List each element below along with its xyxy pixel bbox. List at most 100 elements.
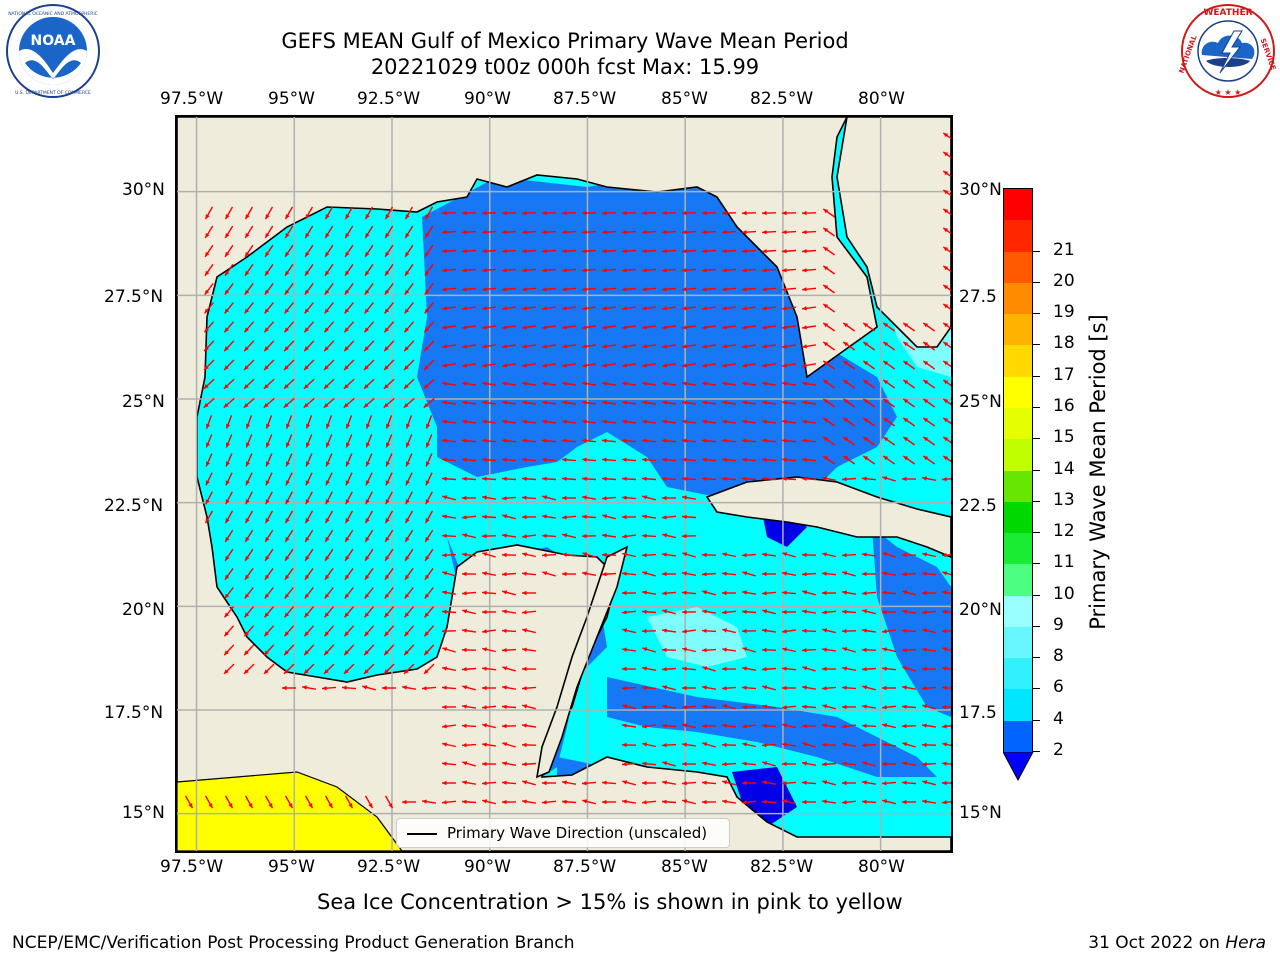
wave-direction-arrowhead: [782, 647, 787, 652]
wave-direction-arrowhead: [284, 327, 289, 333]
wave-direction-arrowhead: [682, 571, 687, 576]
wave-direction-arrowhead: [285, 480, 290, 486]
wave-direction-arrowhead: [502, 723, 507, 729]
wave-direction-arrowhead: [562, 287, 567, 292]
wave-direction-arrowhead: [266, 442, 271, 448]
wave-direction-arrowhead: [425, 233, 430, 238]
wave-direction-arrowhead: [388, 803, 393, 809]
wave-direction-arrowhead: [622, 647, 627, 652]
wave-direction-arrowhead: [405, 251, 410, 257]
colorbar-tick-label: 20: [1053, 270, 1075, 291]
wave-direction-arrowhead: [702, 666, 708, 671]
wave-direction-arrowhead: [782, 419, 787, 424]
wave-direction-arrowhead: [462, 685, 468, 690]
wave-direction-arrowhead: [245, 518, 250, 524]
wave-direction-arrowhead: [702, 210, 707, 216]
wave-direction-arrowhead: [642, 571, 648, 576]
wave-direction-arrowhead: [283, 403, 289, 408]
wave-direction-arrowhead: [462, 495, 467, 501]
wave-direction-arrowhead: [384, 365, 389, 370]
wave-direction-arrowhead: [442, 761, 447, 766]
wave-direction-arrowhead: [344, 650, 349, 656]
wave-direction-arrowhead: [662, 363, 667, 368]
wave-direction-arrowhead: [863, 437, 869, 442]
wave-direction-arrowhead: [345, 518, 350, 524]
wave-direction-arrowhead: [363, 384, 369, 389]
wave-direction-arrowhead: [522, 363, 527, 368]
wave-direction-arrowhead: [462, 723, 467, 728]
colorbar-tick-label: 21: [1053, 239, 1075, 260]
wave-direction-arrowhead: [425, 270, 430, 276]
wave-direction-arrowhead: [822, 552, 827, 557]
wave-direction-arrowhead: [943, 209, 949, 214]
wave-direction-arrowhead: [682, 723, 688, 728]
wave-direction-arrowhead: [384, 308, 390, 314]
wave-direction-arrowhead: [722, 381, 727, 386]
wave-direction-arrowhead: [702, 325, 707, 330]
wave-direction-arrowhead: [842, 647, 848, 652]
wave-direction-arrowhead: [204, 346, 209, 352]
wave-direction-arrowhead: [442, 533, 447, 538]
wave-direction-arrowhead: [662, 743, 667, 748]
colorbar-segment: [1004, 252, 1032, 283]
wave-direction-arrowhead: [502, 780, 507, 785]
wave-direction-arrowhead: [542, 553, 547, 558]
wave-direction-arrowhead: [482, 666, 487, 671]
wave-direction-arrowhead: [264, 593, 270, 599]
wave-direction-arrows: [184, 132, 951, 809]
wave-direction-arrowhead: [426, 423, 431, 429]
wave-direction-arrowhead: [203, 403, 209, 408]
wave-direction-arrowhead: [482, 381, 487, 386]
wave-direction-arrowhead: [762, 344, 767, 349]
wave-direction-arrowhead: [502, 249, 507, 254]
wave-direction-arrowhead: [843, 399, 849, 404]
lat-label-left-0: 30°N: [122, 180, 165, 200]
wave-direction-arrowhead: [285, 518, 290, 524]
wave-direction-arrowhead: [284, 346, 289, 352]
wave-direction-arrowhead: [344, 308, 350, 314]
colorbar-segment: [1004, 689, 1032, 721]
wave-direction-arrowhead: [226, 423, 231, 429]
wave-direction-arrowhead: [562, 799, 567, 804]
wave-direction-arrowhead: [842, 666, 847, 671]
wave-direction-arrowhead: [903, 399, 909, 404]
wave-direction-arrowhead: [364, 289, 370, 295]
lat-label-right-2: 25°N: [959, 392, 1002, 412]
wave-direction-arrowhead: [305, 214, 310, 220]
wave-direction-arrowhead: [943, 190, 949, 195]
wave-direction-arrowhead: [205, 270, 210, 276]
wave-direction-arrowhead: [304, 612, 310, 618]
wave-direction-arrowhead: [882, 647, 887, 652]
wave-direction-arrowhead: [582, 344, 587, 349]
wave-direction-arrowhead: [802, 780, 807, 785]
wave-direction-arrowhead: [742, 571, 748, 576]
wave-direction-arrowhead: [305, 499, 310, 505]
wave-direction-arrowhead: [902, 685, 907, 690]
wave-direction-arrowhead: [722, 457, 727, 462]
wave-direction-arrowhead: [682, 647, 687, 652]
wave-direction-arrowhead: [622, 400, 627, 405]
wave-direction-arrowhead: [562, 306, 567, 311]
wave-direction-arrowhead: [722, 325, 727, 330]
wave-direction-arrowhead: [682, 590, 687, 595]
wave-direction-arrowhead: [903, 361, 909, 366]
wave-direction-arrowhead: [522, 723, 527, 728]
wave-direction-arrowhead: [742, 268, 747, 273]
lon-label-top-2: 92.5°W: [357, 89, 421, 109]
wave-direction-arrowhead: [802, 287, 807, 292]
wave-direction-arrowhead: [862, 571, 867, 577]
wave-direction-arrowhead: [442, 800, 447, 805]
wave-direction-arrowhead: [522, 268, 527, 273]
wave-direction-arrowhead: [642, 400, 647, 405]
colorbar-tick-label: 8: [1053, 646, 1064, 667]
colorbar-tick-label: 2: [1053, 740, 1064, 760]
wave-direction-arrowhead: [304, 574, 310, 580]
wave-direction-arrowhead: [622, 381, 627, 386]
wave-direction-arrowhead: [943, 399, 949, 404]
wave-direction-arrowhead: [702, 552, 707, 558]
wave-direction-arrowhead: [582, 552, 588, 557]
wave-direction-arrowhead: [762, 249, 767, 254]
wave-direction-arrowhead: [882, 781, 887, 786]
wave-direction-arrowhead: [562, 457, 567, 462]
wave-direction-arrowhead: [264, 612, 270, 618]
